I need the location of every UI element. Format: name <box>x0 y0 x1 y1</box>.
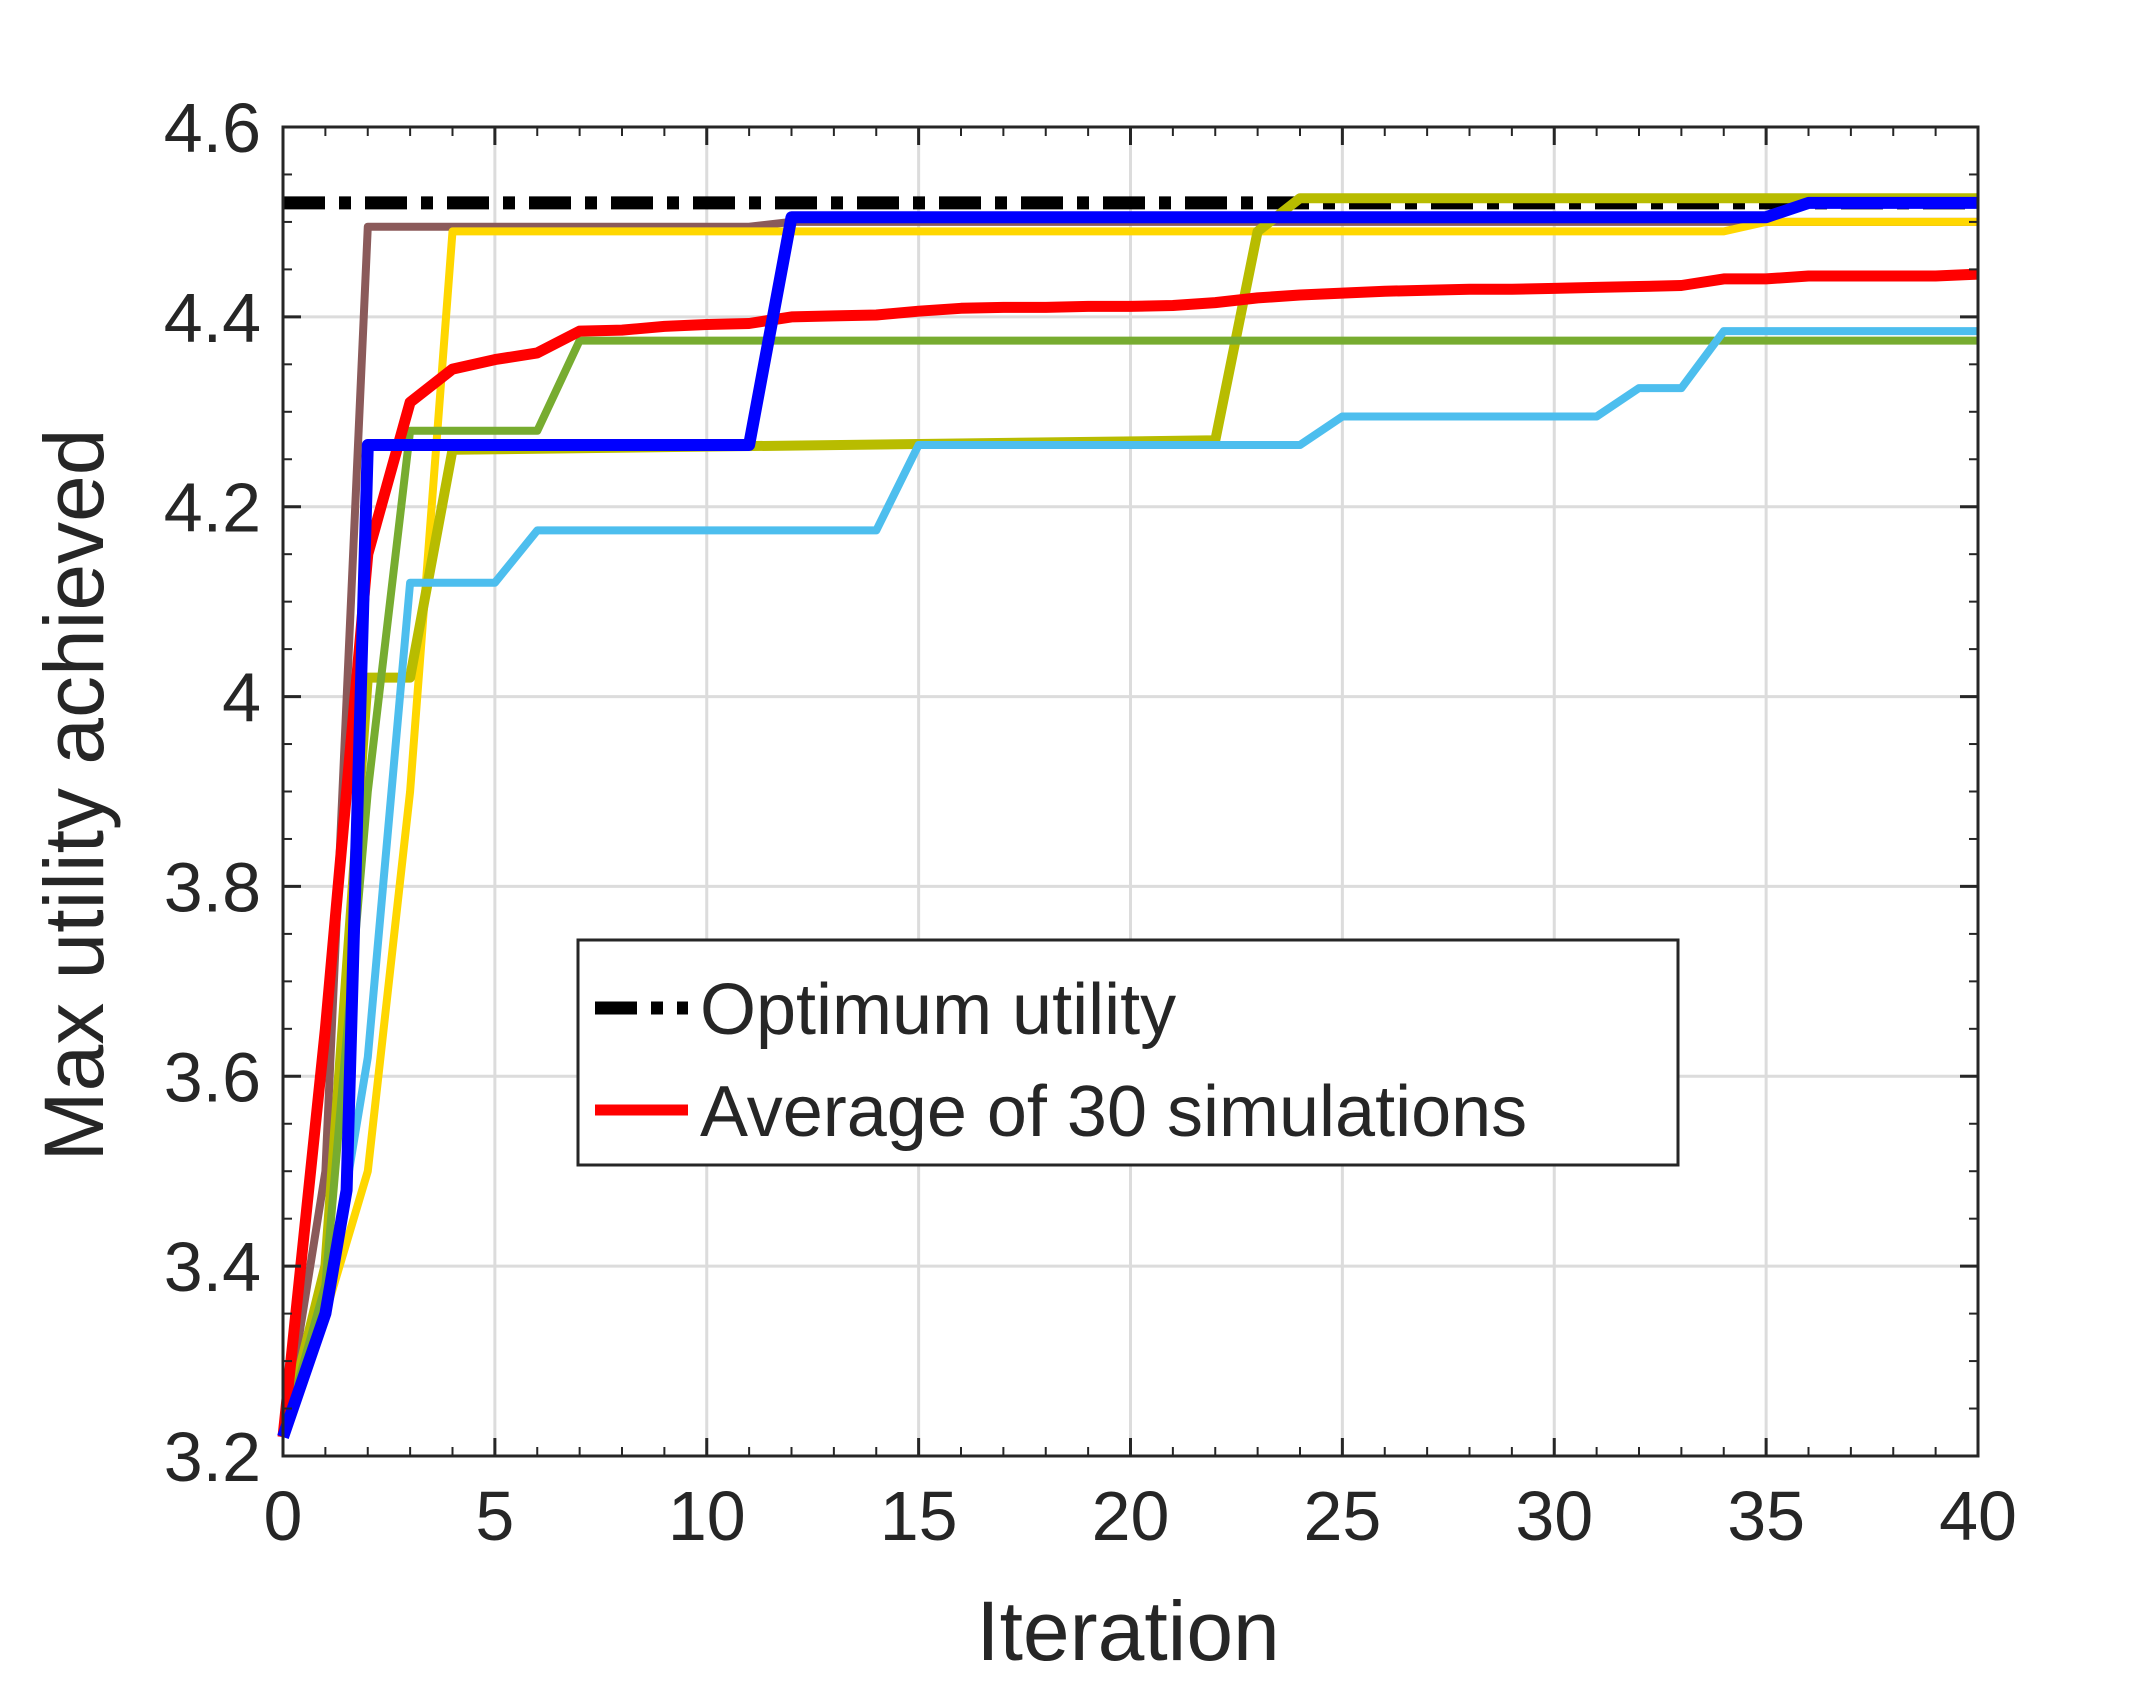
y-axis-label: Max utility achieved <box>27 429 121 1162</box>
series-line-simulation-blue <box>277 196 1978 1439</box>
axes <box>281 125 1980 1458</box>
x-axis-label: Iteration <box>976 1584 1280 1678</box>
x-tick-label: 30 <box>1515 1477 1593 1555</box>
x-tick-label: 0 <box>264 1477 303 1555</box>
legend-box <box>576 938 1680 1167</box>
x-tick-label: 25 <box>1303 1477 1381 1555</box>
x-tick-label: 40 <box>1939 1477 2017 1555</box>
y-tick-label: 4 <box>222 659 261 737</box>
x-tick-label: 35 <box>1727 1477 1805 1555</box>
y-tick-label: 4.6 <box>164 89 261 167</box>
y-tick-label: 4.2 <box>164 469 261 547</box>
y-tick-label: 3.2 <box>164 1418 261 1496</box>
y-tick-label: 4.4 <box>164 279 261 357</box>
plot-series <box>277 193 1979 1439</box>
legend-entries: Optimum utility Average of 30 simulations <box>595 970 1527 1152</box>
legend-label: Optimum utility <box>700 970 1176 1050</box>
x-tick-label: 10 <box>668 1477 746 1555</box>
x-tick-label: 15 <box>880 1477 958 1555</box>
x-tick-label: 20 <box>1092 1477 1170 1555</box>
tick-labels: 0 5 10 15 20 25 30 35 40 3.2 3.4 3.6 3.8 4 4.2 4.4 4.6 <box>164 89 2017 1555</box>
legend: Optimum utility Average of 30 simulations <box>576 938 1680 1167</box>
y-tick-label: 3.6 <box>164 1038 261 1116</box>
legend-label: Average of 30 simulations <box>700 1072 1527 1152</box>
series-line-average-of-30-simulations <box>277 268 1979 1438</box>
x-tick-label: 5 <box>475 1477 514 1555</box>
y-tick-label: 3.4 <box>164 1228 261 1306</box>
y-tick-label: 3.8 <box>164 848 261 926</box>
series-line-simulation-light-blue <box>279 327 1978 1439</box>
